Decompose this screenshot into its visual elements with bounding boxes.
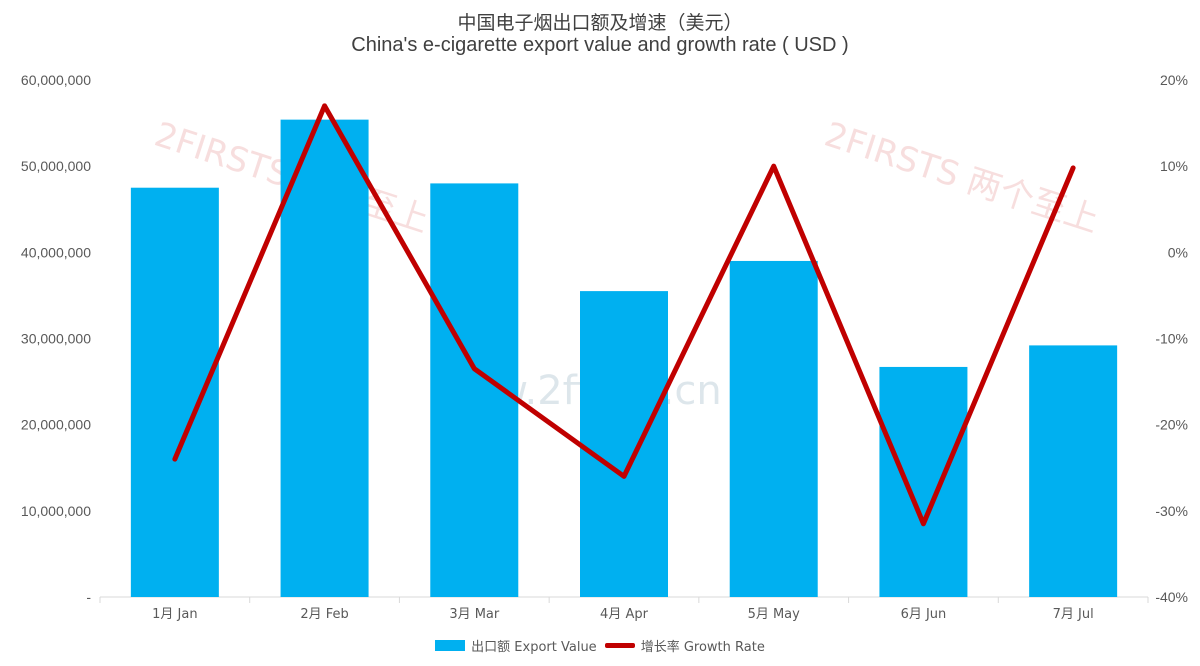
line-layer — [172, 103, 1076, 527]
x-tick-label: 7月 Jul — [1053, 607, 1094, 622]
point-growth-rate — [623, 475, 625, 477]
y-right-tick-label: 0% — [1168, 244, 1188, 260]
point-growth-rate — [922, 523, 924, 525]
y-right-tick-label: 10% — [1160, 158, 1188, 174]
point-growth-rate — [773, 165, 775, 167]
legend-label-export-value: 出口额 Export Value — [471, 640, 597, 655]
y-right-tick-label: -40% — [1155, 589, 1188, 605]
y-left-tick-label: 30,000,000 — [21, 331, 91, 347]
x-tick-label: 5月 May — [748, 607, 801, 622]
bar-layer — [130, 119, 1118, 598]
x-tick-label: 2月 Feb — [300, 607, 348, 622]
y-right-tick-label: 20% — [1160, 72, 1188, 88]
bar-export-value — [1029, 345, 1118, 597]
x-tick-label: 4月 Apr — [600, 607, 649, 622]
bar-export-value — [580, 291, 668, 597]
x-tick-label: 1月 Jan — [152, 607, 197, 622]
chart-title-zh: 中国电子烟出口额及增速（美元） — [457, 12, 743, 34]
point-growth-rate — [473, 368, 475, 370]
x-tick-label: 3月 Mar — [449, 607, 500, 622]
bar-export-value — [280, 119, 369, 598]
bar-export-value — [879, 366, 968, 597]
y-left-tick-label: 60,000,000 — [21, 72, 91, 88]
x-tick-label: 6月 Jun — [901, 607, 947, 622]
legend-item-export-value: 出口额 Export Value — [435, 636, 597, 655]
y-left-tick-label: 10,000,000 — [21, 503, 91, 519]
label-layer: - 10,000,000 20,000,000 30,000,000 40,000,00… — [21, 72, 1188, 622]
point-growth-rate — [324, 105, 326, 107]
point-growth-rate — [174, 458, 176, 460]
y-right-tick-label: -20% — [1155, 417, 1188, 433]
legend-label-growth-rate: 增长率 Growth Rate — [640, 640, 765, 655]
y-left-tick-label: 20,000,000 — [21, 417, 91, 433]
bar-export-value — [729, 260, 818, 597]
legend-swatch-line — [604, 643, 635, 648]
legend-item-growth-rate: 增长率 Growth Rate — [604, 636, 765, 655]
y-right-tick-label: -30% — [1155, 503, 1188, 519]
axis-layer — [99, 596, 1149, 603]
point-growth-rate — [1072, 167, 1074, 169]
y-left-tick-label: 40,000,000 — [21, 244, 91, 260]
legend-swatch-bar — [435, 640, 466, 651]
y-right-tick-label: -10% — [1155, 331, 1188, 347]
y-left-tick-label: - — [86, 589, 91, 605]
chart-title-en: China's e-cigarette export value and gro… — [351, 34, 849, 56]
chart-canvas: - 10,000,000 20,000,000 30,000,000 40,000,00… — [21, 72, 1188, 622]
y-left-tick-label: 50,000,000 — [21, 158, 91, 174]
legend: 出口额 Export Value 增长率 Growth Rate — [0, 636, 1200, 655]
